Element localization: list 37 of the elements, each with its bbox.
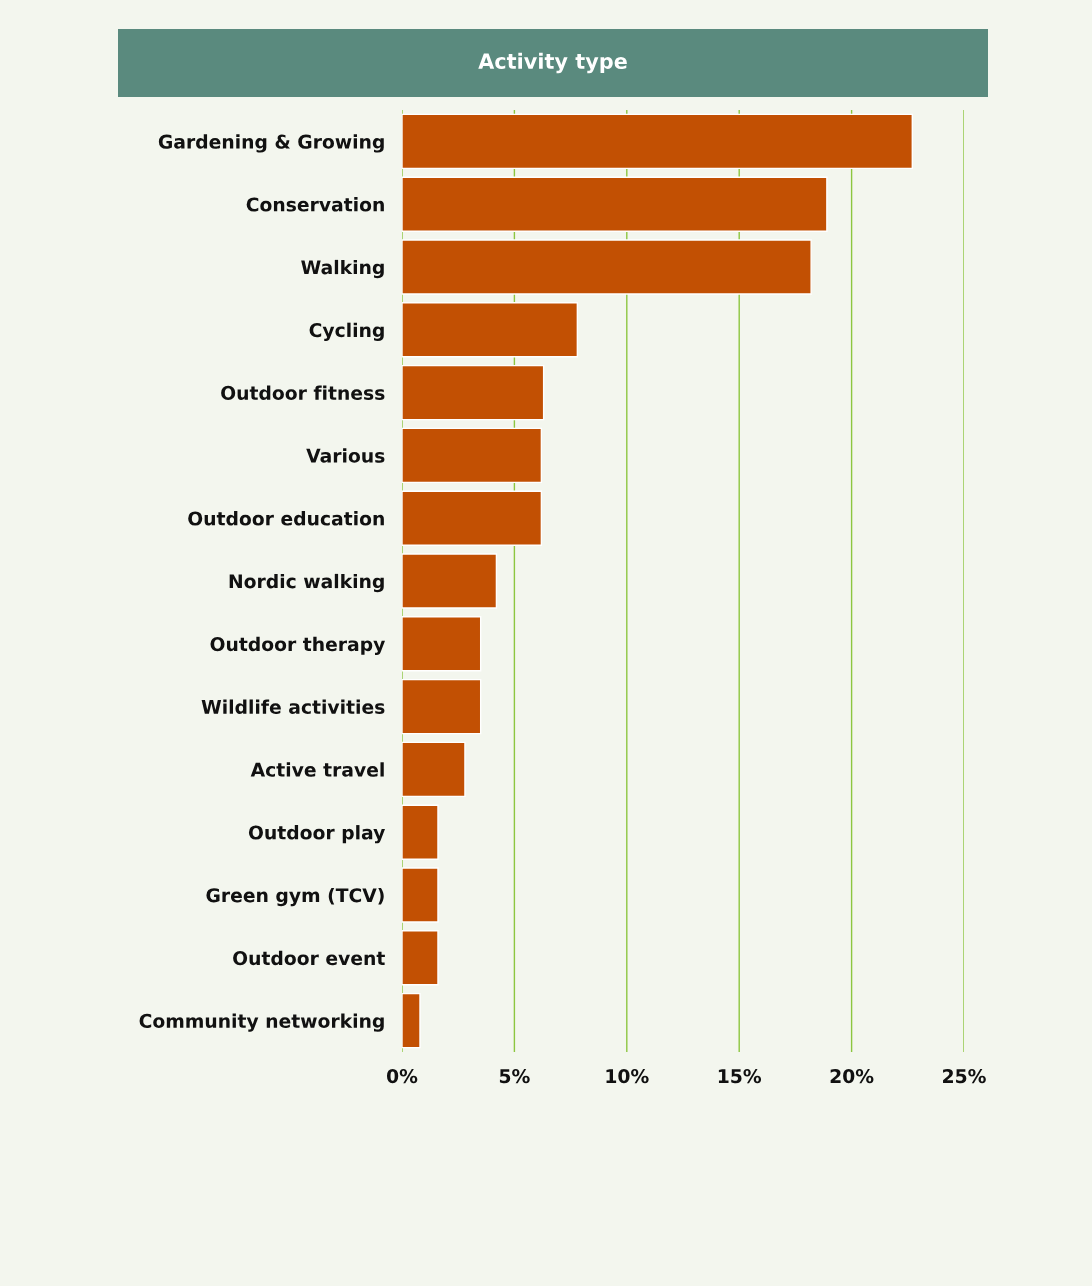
bar [402,113,913,170]
y-tick-label: Active travel [250,762,384,777]
x-tick-label: 25% [943,1069,986,1084]
x-tick-label: 0% [386,1069,418,1084]
y-tick-label: Cycling [309,322,384,341]
y-tick-label: Wildlife activities [201,699,385,714]
x-tick-label: 10% [606,1069,649,1084]
bar [402,930,439,986]
y-tick-label: Nordic walking [229,573,384,593]
y-tick-label: Outdoor therapy [210,636,385,655]
bar [402,302,579,358]
bar [402,553,498,609]
y-tick-label: Conservation [246,197,384,212]
y-tick-label: Outdoor education [188,511,384,526]
x-tick-label: 15% [718,1069,762,1084]
bar [402,239,812,295]
y-tick-label: Outdoor play [248,825,385,844]
y-tick-label: Gardening & Growing [158,134,384,153]
y-tick-label: Green gym (TCV) [206,887,384,907]
bar [402,364,545,421]
bar [402,867,439,923]
y-tick-label: Various [306,448,385,463]
y-tick-label: Outdoor event [233,950,385,966]
x-tick-label: 20% [830,1069,874,1084]
bar [402,992,421,1049]
bar [402,427,543,484]
y-tick-label: Outdoor fitness [221,385,385,400]
x-tick-label: 5% [499,1069,530,1084]
bar [402,804,439,860]
bar [402,490,543,546]
bar [402,741,466,798]
y-tick-label: Walking [301,259,384,279]
y-tick-label: Community networking [139,1013,384,1032]
bar [402,678,482,735]
chart-title: Activity type [478,52,627,74]
bar [402,616,482,672]
bar [402,176,828,232]
